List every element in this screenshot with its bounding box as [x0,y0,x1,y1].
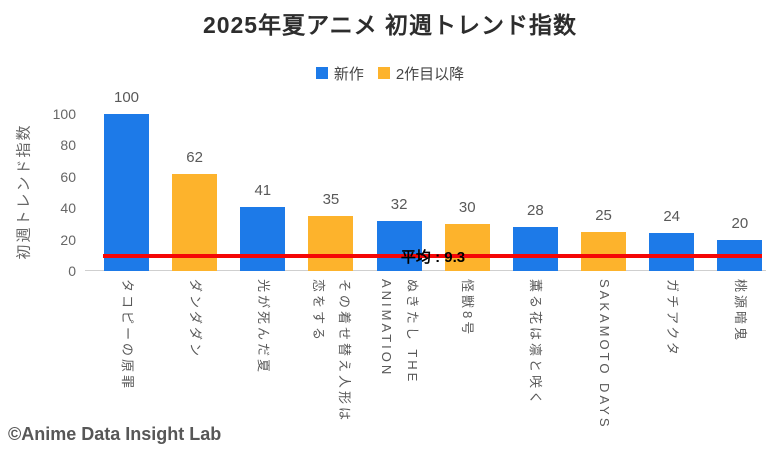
x-tick-label: ダンダダン [187,279,203,360]
bar-value-label: 62 [186,148,203,166]
bar [649,233,695,271]
average-line-label: 平均 : 9.3 [400,249,466,267]
bar-value-label: 28 [527,202,544,220]
x-tick-label: SAKAMOTO DAYS [596,279,612,430]
y-axis-title-wrap: 初週トレンド指数 [2,95,44,287]
y-tick-label: 0 [68,263,76,279]
x-axis-line [85,270,766,271]
x-tick-label: ガチアクタ [664,279,680,358]
bar [308,216,354,271]
bar-value-label: 32 [390,195,408,213]
bar [444,223,490,271]
bar [240,206,286,271]
average-line [103,254,762,259]
chart-legend: 新作 2作目以降 [0,63,780,83]
bar-value-label: 24 [663,208,681,226]
y-tick-label: 80 [60,137,76,154]
bar-value-label: 20 [731,214,749,232]
legend-label-new: 新作 [333,65,364,83]
bar [104,114,149,271]
legend-item-sequel: 2作目以降 [377,63,465,84]
y-tick-label: 40 [60,200,76,217]
x-tick-label: 桃源暗鬼 [732,279,748,344]
x-tick-label: タコピーの原罪 [119,279,135,392]
bar [512,227,558,271]
bar-value-label: 25 [595,206,612,224]
credit-text: ©Anime Data Insight Lab [8,424,222,444]
legend-swatch-new-icon [315,67,328,79]
bar [376,220,422,271]
y-tick-label: 100 [52,106,76,122]
bar-value-label: 41 [254,181,272,199]
bar-value-label: 100 [113,89,140,106]
legend-swatch-sequel-icon [377,67,390,79]
x-tick-label: ぬきたし THE ANIMATION [379,279,421,385]
bar-value-label: 30 [458,198,476,216]
x-tick-label: その着せ替え人形は 恋をする [310,279,352,424]
y-tick-label: 60 [60,168,76,185]
chart-title: 2025年夏アニメ 初週トレンド指数 [202,12,578,38]
legend-label-sequel: 2作目以降 [395,65,465,83]
x-tick-label: 光が死んだ夏 [255,279,271,376]
bar-value-label: 35 [322,191,340,209]
x-tick-label: 怪獣8号 [460,279,476,338]
y-tick-label: 20 [60,231,76,248]
x-tick-label: 薫る花は凛と咲く [528,279,544,408]
bar [581,231,627,271]
legend-item-new: 新作 [315,63,364,84]
